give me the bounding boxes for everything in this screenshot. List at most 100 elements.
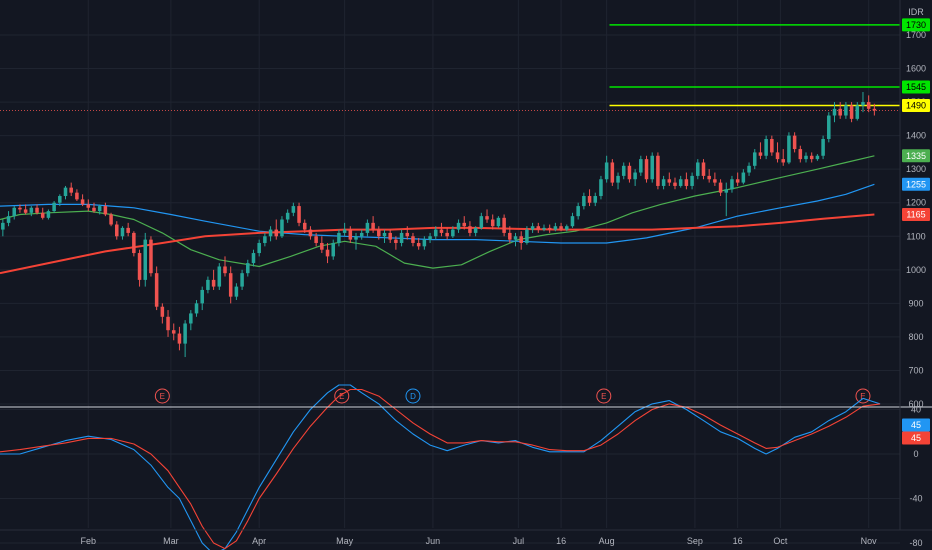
candle-body[interactable] xyxy=(781,159,785,163)
candle-body[interactable] xyxy=(251,253,256,264)
candle-body[interactable] xyxy=(496,217,501,227)
candle-body[interactable] xyxy=(525,229,529,243)
candle-body[interactable] xyxy=(787,135,791,163)
candle-body[interactable] xyxy=(815,155,820,160)
candle-body[interactable] xyxy=(696,162,700,176)
candle-body[interactable] xyxy=(285,212,290,220)
candle-body[interactable] xyxy=(422,239,427,247)
candle-body[interactable] xyxy=(416,242,421,247)
candle-body[interactable] xyxy=(166,316,170,331)
candle-body[interactable] xyxy=(206,279,210,290)
candle-body[interactable] xyxy=(86,204,91,208)
candle-body[interactable] xyxy=(775,152,780,160)
candle-body[interactable] xyxy=(758,152,763,156)
candle-body[interactable] xyxy=(160,306,165,317)
candle-body[interactable] xyxy=(610,162,615,183)
candle-body[interactable] xyxy=(63,187,68,197)
candlestick-series[interactable] xyxy=(1,92,877,358)
candle-body[interactable] xyxy=(650,155,654,180)
candle-body[interactable] xyxy=(656,155,660,186)
candle-body[interactable] xyxy=(331,242,335,257)
oscillator-axis[interactable]: -80 -40 0 40 xyxy=(909,405,922,549)
candle-body[interactable] xyxy=(217,266,222,287)
candle-body[interactable] xyxy=(211,279,216,287)
candle-body[interactable] xyxy=(445,232,449,237)
time-axis[interactable]: Feb Mar Apr May Jun Jul 16 Aug Sep 16 Oct Nov xyxy=(81,536,878,546)
candle-body[interactable] xyxy=(177,333,182,344)
candle-body[interactable] xyxy=(690,175,694,186)
candle-body[interactable] xyxy=(701,162,706,176)
candle-body[interactable] xyxy=(462,222,467,227)
candle-body[interactable] xyxy=(547,227,552,230)
candle-body[interactable] xyxy=(120,227,125,237)
candle-body[interactable] xyxy=(268,229,273,237)
candle-body[interactable] xyxy=(633,172,637,180)
candle-body[interactable] xyxy=(97,206,102,212)
candle-body[interactable] xyxy=(291,206,296,213)
candle-body[interactable] xyxy=(490,219,495,227)
candle-body[interactable] xyxy=(639,159,643,173)
candle-body[interactable] xyxy=(377,229,381,237)
candle-body[interactable] xyxy=(724,189,729,193)
candle-body[interactable] xyxy=(325,249,330,257)
candle-body[interactable] xyxy=(456,222,461,230)
event-marker-circle[interactable] xyxy=(154,388,170,404)
event-marker-circle[interactable] xyxy=(596,388,612,404)
candle-body[interactable] xyxy=(673,182,677,186)
candle-body[interactable] xyxy=(792,135,797,150)
candle-body[interactable] xyxy=(405,232,410,237)
candle-body[interactable] xyxy=(832,108,837,116)
candle-body[interactable] xyxy=(40,212,45,218)
candle-body[interactable] xyxy=(411,236,415,243)
candle-body[interactable] xyxy=(46,211,51,218)
candle-body[interactable] xyxy=(542,227,546,230)
candle-body[interactable] xyxy=(485,216,489,220)
candle-body[interactable] xyxy=(58,196,62,203)
candle-body[interactable] xyxy=(223,266,227,274)
candle-body[interactable] xyxy=(587,196,592,203)
event-marker-circle[interactable] xyxy=(405,388,421,404)
candle-body[interactable] xyxy=(764,138,768,156)
candle-body[interactable] xyxy=(798,149,803,160)
candle-body[interactable] xyxy=(69,187,73,193)
candle-body[interactable] xyxy=(348,229,353,240)
candle-body[interactable] xyxy=(433,229,438,237)
candle-body[interactable] xyxy=(189,313,193,324)
candle-body[interactable] xyxy=(513,236,518,240)
candle-body[interactable] xyxy=(200,289,204,304)
candle-body[interactable] xyxy=(741,172,746,183)
candle-body[interactable] xyxy=(342,229,347,233)
candle-body[interactable] xyxy=(75,192,79,200)
candle-body[interactable] xyxy=(6,216,11,223)
candle-body[interactable] xyxy=(428,236,432,240)
candle-body[interactable] xyxy=(616,175,620,183)
candle-body[interactable] xyxy=(855,105,860,119)
candle-body[interactable] xyxy=(132,232,136,254)
candle-body[interactable] xyxy=(154,273,159,307)
candle-body[interactable] xyxy=(559,226,563,230)
candle-body[interactable] xyxy=(365,222,370,233)
candle-body[interactable] xyxy=(80,199,85,205)
candle-body[interactable] xyxy=(371,222,375,230)
candle-body[interactable] xyxy=(92,207,96,212)
candle-body[interactable] xyxy=(240,273,244,287)
candle-body[interactable] xyxy=(718,182,723,193)
candle-body[interactable] xyxy=(627,165,632,180)
candle-body[interactable] xyxy=(593,196,598,203)
candle-body[interactable] xyxy=(280,219,284,237)
candle-body[interactable] xyxy=(747,165,751,173)
candle-body[interactable] xyxy=(707,175,711,180)
candle-body[interactable] xyxy=(359,232,364,237)
candle-body[interactable] xyxy=(126,227,130,233)
candle-body[interactable] xyxy=(320,242,324,250)
candle-body[interactable] xyxy=(314,236,318,243)
candle-body[interactable] xyxy=(29,207,34,213)
candle-body[interactable] xyxy=(861,102,865,106)
candle-body[interactable] xyxy=(570,216,575,227)
candle-body[interactable] xyxy=(684,179,689,186)
candle-body[interactable] xyxy=(1,222,5,230)
candle-body[interactable] xyxy=(194,303,199,314)
candle-body[interactable] xyxy=(502,217,506,233)
candle-body[interactable] xyxy=(752,152,757,166)
